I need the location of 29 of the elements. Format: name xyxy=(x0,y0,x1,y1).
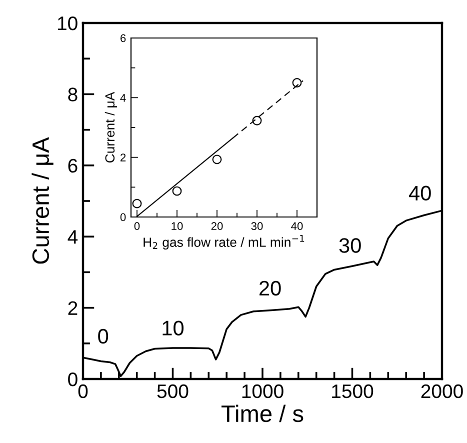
x-tick-label: 1500 xyxy=(332,384,374,398)
x-tick-label: 500 xyxy=(157,384,188,398)
y-axis-title: Current / μA xyxy=(32,137,54,264)
annotation: 40 xyxy=(408,186,431,201)
annotation: 30 xyxy=(339,238,361,253)
y-tick-label: 0 xyxy=(68,372,78,386)
x-tick-label: 30 xyxy=(251,222,263,230)
y-axis-title: Current / μA xyxy=(104,92,117,163)
x-tick-label: 0 xyxy=(78,384,88,398)
annotation: 20 xyxy=(260,280,281,296)
annotation: 10 xyxy=(162,320,184,336)
x-tick-label: 1000 xyxy=(242,384,284,398)
annotation: 0 xyxy=(98,328,108,344)
x-axis-title: H$_{2}$ gas flow rate / mL min$^{−1}$ xyxy=(144,234,304,250)
x-tick-label: 0 xyxy=(134,222,140,230)
y-tick-label: 6 xyxy=(68,158,78,173)
y-tick-label: 0 xyxy=(120,213,126,222)
y-tick-label: 8 xyxy=(68,88,78,102)
x-tick-label: 20 xyxy=(211,222,223,230)
x-axis-title: Time / s xyxy=(222,404,304,422)
y-tick-label: 2 xyxy=(120,154,126,162)
y-tick-label: 6 xyxy=(120,34,126,42)
x-tick-label: 2000 xyxy=(421,384,463,398)
y-tick-label: 4 xyxy=(68,230,78,244)
x-tick-label: 10 xyxy=(172,222,183,230)
y-tick-label: 4 xyxy=(120,94,126,102)
y-tick-label: 2 xyxy=(68,301,78,315)
y-tick-label: 10 xyxy=(58,16,78,30)
x-tick-label: 40 xyxy=(291,222,303,230)
